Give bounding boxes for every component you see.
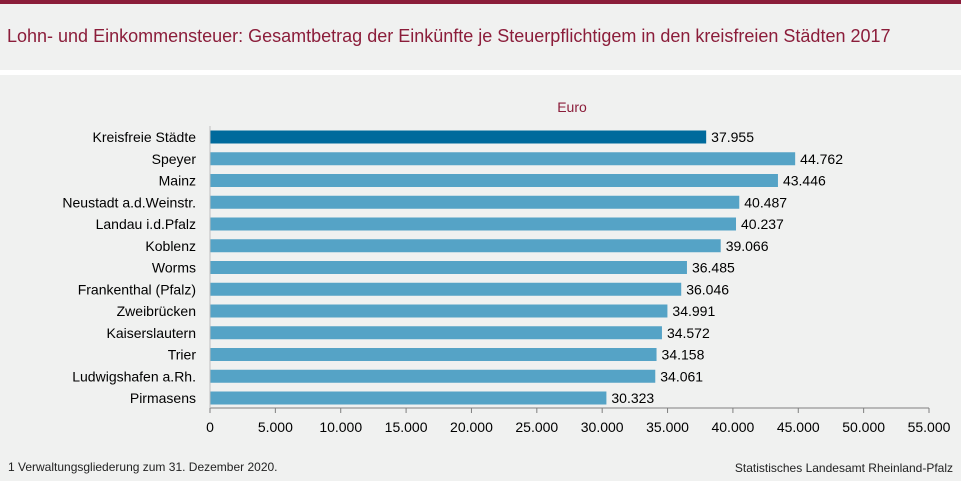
x-tick-label-3: 15.000 xyxy=(385,419,428,435)
category-label-10: Trier xyxy=(168,347,197,363)
category-label-4: Landau i.d.Pfalz xyxy=(96,216,196,232)
bar-8 xyxy=(210,304,668,318)
category-label-7: Frankenthal (Pfalz) xyxy=(78,281,196,297)
x-tick-label-9: 45.000 xyxy=(777,419,820,435)
value-label-9: 34.572 xyxy=(667,325,710,341)
bar-3 xyxy=(210,195,740,209)
category-label-12: Pirmasens xyxy=(130,390,196,406)
value-label-4: 40.237 xyxy=(741,216,784,232)
bar-6 xyxy=(210,261,687,274)
bar-1 xyxy=(210,152,796,166)
value-label-7: 36.046 xyxy=(686,281,729,297)
category-label-5: Koblenz xyxy=(145,238,196,254)
x-tick-label-7: 35.000 xyxy=(646,419,689,435)
bar-12 xyxy=(210,391,607,405)
x-tick-label-2: 10.000 xyxy=(319,419,362,435)
category-label-11: Ludwigshafen a.Rh. xyxy=(72,368,196,384)
value-label-8: 34.991 xyxy=(672,303,715,319)
category-label-1: Speyer xyxy=(152,151,197,167)
category-label-9: Kaiserslautern xyxy=(107,325,197,341)
category-label-8: Zweibrücken xyxy=(117,303,196,319)
value-label-11: 34.061 xyxy=(660,368,703,384)
x-tick-label-6: 30.000 xyxy=(581,419,624,435)
footnote: 1 Verwaltungsgliederung zum 31. Dezember… xyxy=(8,460,278,474)
x-tick-label-0: 0 xyxy=(206,419,214,435)
bar-9 xyxy=(210,326,662,340)
bar-11 xyxy=(210,369,656,383)
bar-2 xyxy=(210,174,778,187)
bar-5 xyxy=(210,239,721,253)
x-tick-label-8: 40.000 xyxy=(711,419,754,435)
unit-label: Euro xyxy=(557,99,587,115)
value-label-10: 34.158 xyxy=(662,347,705,363)
x-tick-label-4: 20.000 xyxy=(450,419,493,435)
bar-10 xyxy=(210,348,657,361)
top-accent-bar xyxy=(0,0,961,4)
value-label-6: 36.485 xyxy=(692,260,735,276)
category-label-6: Worms xyxy=(152,260,196,276)
value-label-12: 30.323 xyxy=(611,390,654,406)
value-label-5: 39.066 xyxy=(726,238,769,254)
bar-4 xyxy=(210,217,737,231)
category-label-3: Neustadt a.d.Weinstr. xyxy=(62,194,196,210)
value-label-0: 37.955 xyxy=(711,129,754,145)
value-label-2: 43.446 xyxy=(783,173,826,189)
value-label-1: 44.762 xyxy=(800,151,843,167)
bar-0 xyxy=(210,130,707,144)
x-tick-label-10: 50.000 xyxy=(842,419,885,435)
category-label-2: Mainz xyxy=(159,173,196,189)
x-tick-label-11: 55.000 xyxy=(908,419,951,435)
chart-title: Lohn- und Einkommensteuer: Gesamtbetrag … xyxy=(7,26,891,46)
source-note: Statistisches Landesamt Rheinland-Pfalz xyxy=(734,461,953,475)
bar-7 xyxy=(210,282,682,296)
x-tick-label-5: 25.000 xyxy=(515,419,558,435)
header-separator xyxy=(0,70,961,75)
x-tick-label-1: 5.000 xyxy=(258,419,293,435)
category-label-0: Kreisfreie Städte xyxy=(93,129,197,145)
value-label-3: 40.487 xyxy=(744,194,787,210)
